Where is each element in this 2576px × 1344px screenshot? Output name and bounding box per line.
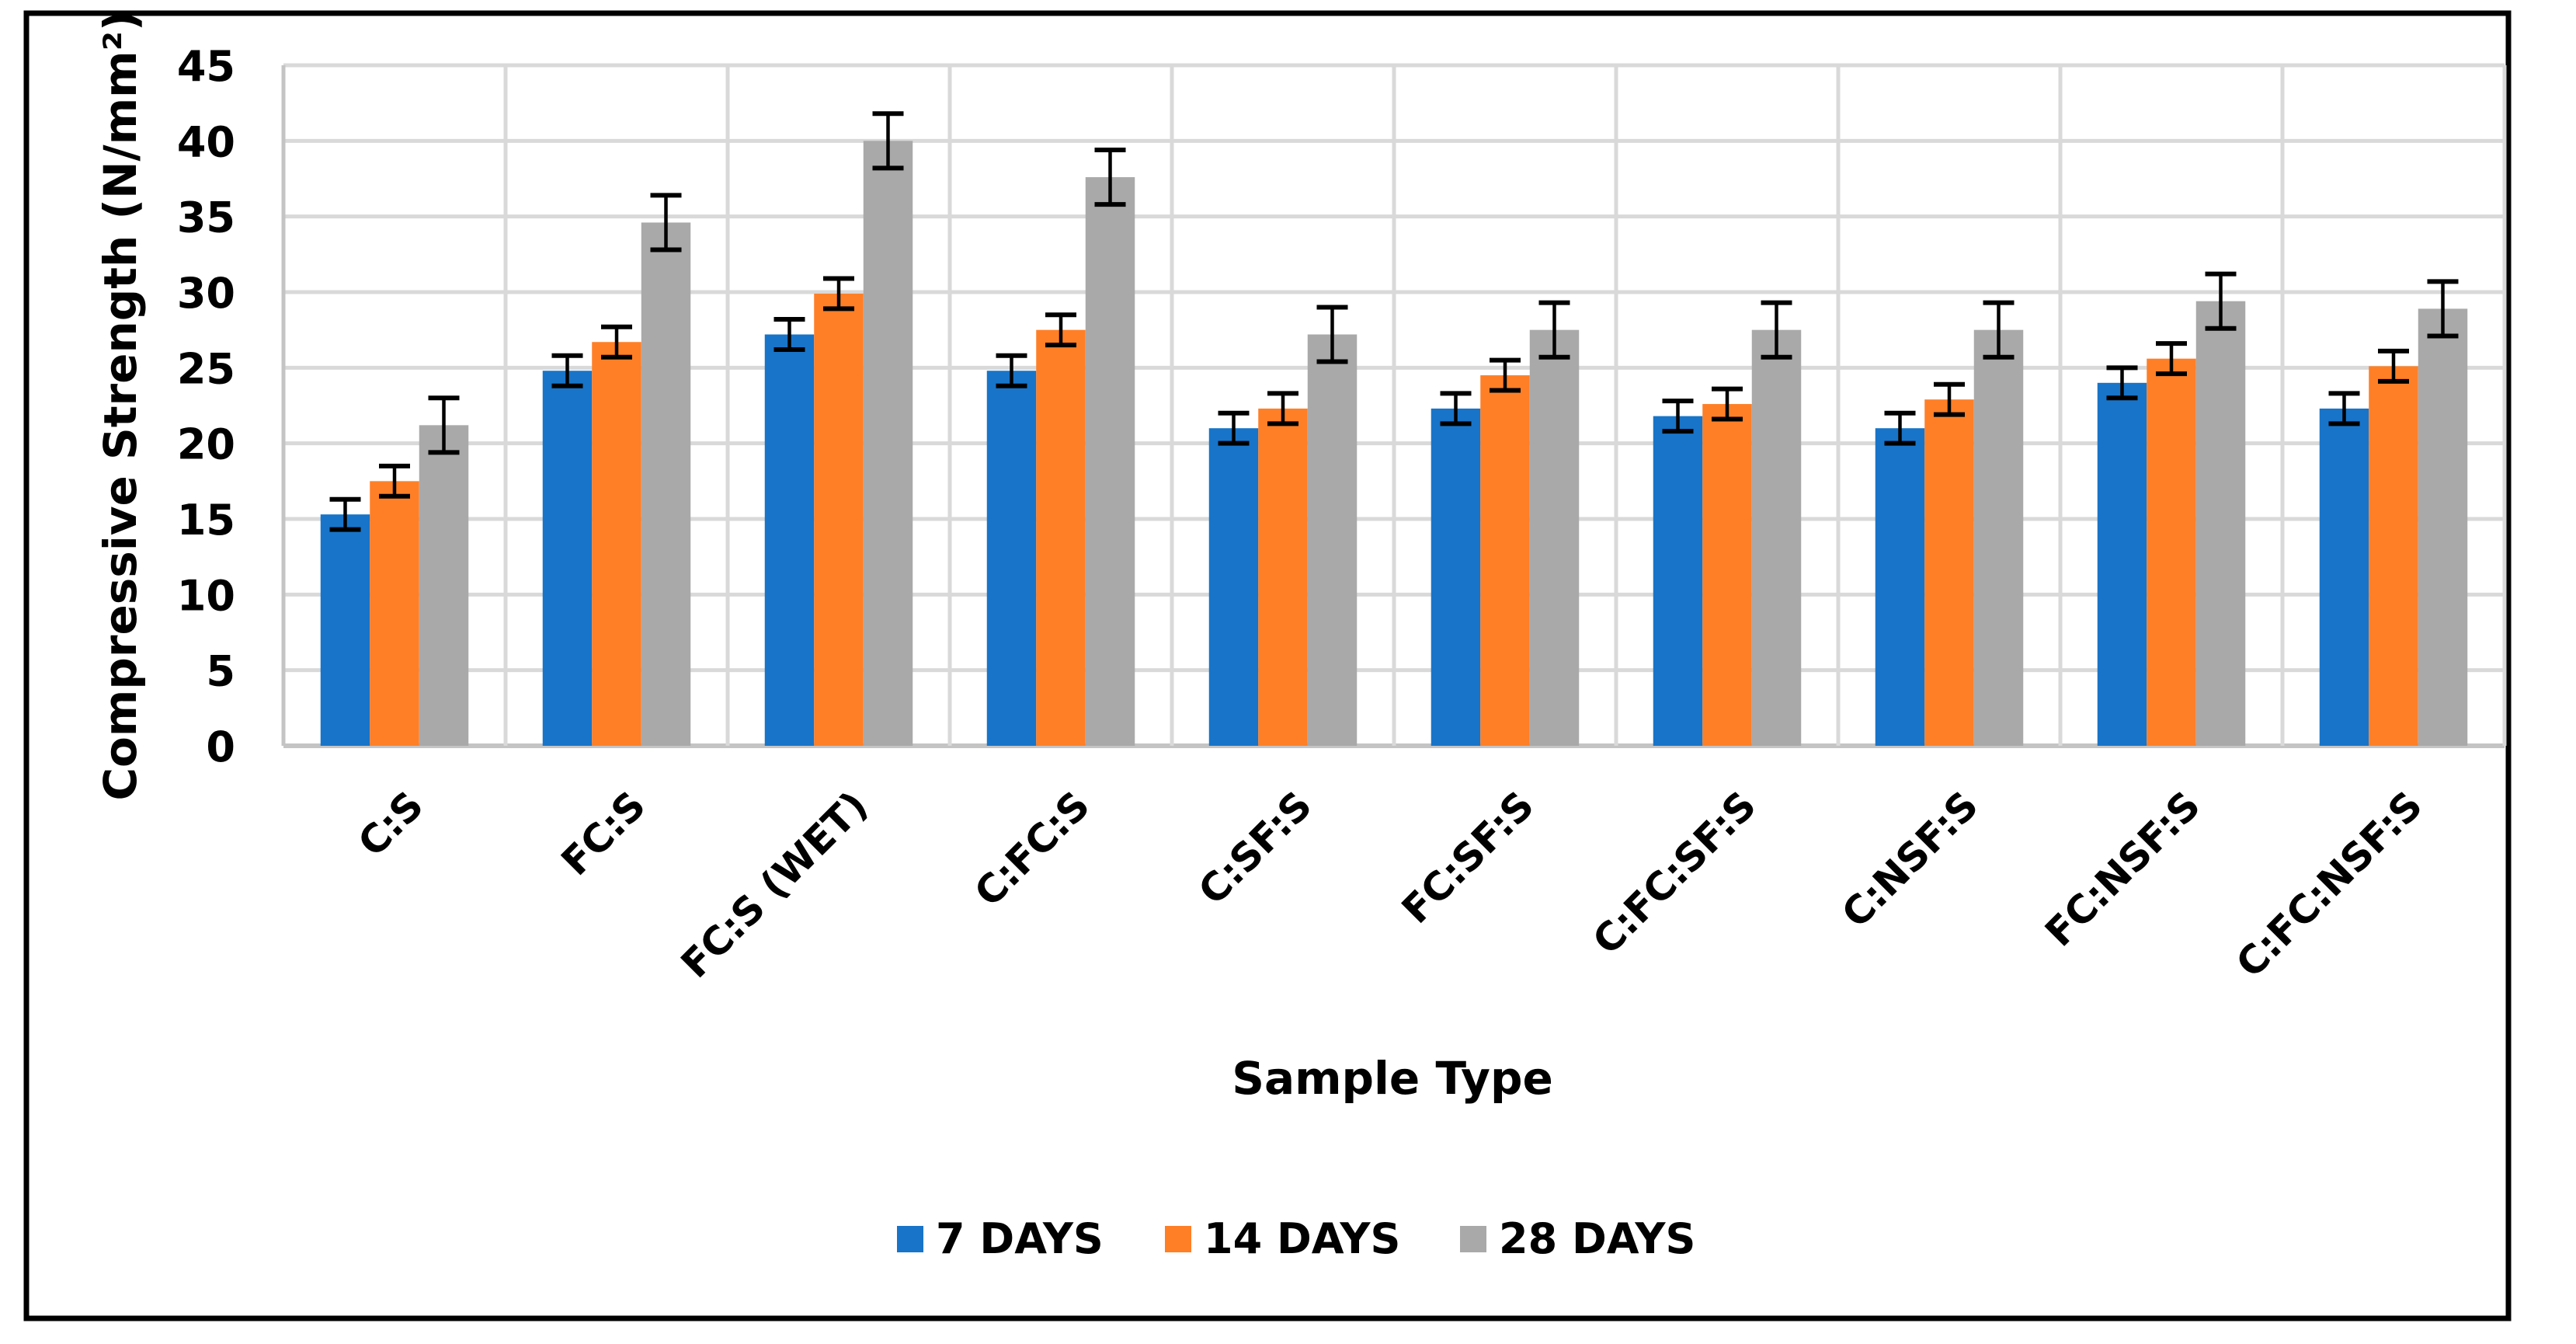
- bar-7-days: [2319, 408, 2369, 746]
- y-tick-label: 40: [177, 117, 235, 166]
- error-bar: [1538, 300, 1570, 360]
- error-bar: [996, 353, 1027, 388]
- x-tick-label: FC:S: [553, 782, 655, 884]
- bar-7-days: [2097, 382, 2147, 746]
- bar-28-days: [1307, 334, 1358, 746]
- error-bar: [650, 193, 682, 252]
- x-tick-label: FC:NSF:S: [2036, 782, 2209, 955]
- y-axis-title: Compressive Strength (N/mm²): [94, 10, 147, 800]
- bar-14-days: [1702, 404, 1752, 746]
- error-bar: [2427, 279, 2459, 339]
- x-tick-label: C:SF:S: [1190, 782, 1320, 913]
- x-tick-label: C:FC:NSF:S: [2227, 782, 2431, 986]
- legend-item: 14 DAYS: [1165, 1214, 1400, 1263]
- x-tick-label: C:FC:SF:S: [1584, 782, 1765, 963]
- error-bar: [2156, 341, 2187, 377]
- error-bar: [1267, 391, 1298, 427]
- error-bar: [872, 111, 904, 171]
- bar-14-days: [370, 481, 419, 746]
- bar-7-days: [1653, 416, 1703, 746]
- legend-label: 28 DAYS: [1499, 1214, 1695, 1263]
- bar-7-days: [1875, 428, 1925, 746]
- error-bar: [551, 353, 583, 388]
- bar-7-days: [986, 371, 1037, 746]
- error-bar: [1316, 305, 1348, 364]
- y-tick-label: 15: [177, 496, 235, 545]
- x-tick-label: C:NSF:S: [1834, 782, 1987, 936]
- y-tick-labels: 0 5 10 15 20 25 30 35 40 45: [177, 42, 235, 771]
- error-bar: [1712, 386, 1743, 422]
- x-tick-label: C:FC:S: [966, 782, 1099, 915]
- y-tick-label: 5: [206, 647, 235, 696]
- legend-item: 28 DAYS: [1460, 1214, 1695, 1263]
- error-bar: [2106, 365, 2138, 401]
- error-bar: [428, 395, 460, 455]
- bars: [320, 141, 2468, 747]
- legend-label: 14 DAYS: [1204, 1214, 1400, 1263]
- error-bar: [1884, 410, 1916, 446]
- bar-28-days: [419, 425, 469, 746]
- x-tick-label: FC:S (WET): [673, 782, 877, 987]
- figure-border: [23, 10, 2512, 1321]
- y-tick-label: 30: [177, 269, 235, 318]
- bar-7-days: [764, 334, 815, 746]
- bar-14-days: [814, 293, 864, 746]
- error-bar: [1440, 391, 1472, 427]
- y-tick-label: 35: [177, 193, 235, 242]
- bar-14-days: [1924, 399, 1974, 746]
- error-bar: [823, 276, 854, 312]
- x-axis-title: Sample Type: [1232, 1052, 1553, 1105]
- bar-28-days: [1973, 329, 2024, 747]
- y-tick-label: 25: [177, 344, 235, 393]
- legend-swatch: [897, 1226, 923, 1252]
- error-bar: [1983, 300, 2015, 360]
- legend: 7 DAYS 14 DAYS 28 DAYS: [897, 1214, 1695, 1263]
- bar-14-days: [592, 342, 641, 746]
- x-tick-label: C:S: [349, 782, 433, 865]
- y-tick-label: 20: [177, 420, 235, 469]
- bar-14-days: [2369, 366, 2418, 746]
- error-bar: [1218, 410, 1250, 446]
- error-bar: [329, 496, 361, 532]
- bar-28-days: [1085, 177, 1135, 746]
- error-bar: [773, 317, 805, 352]
- bar-7-days: [1208, 428, 1259, 746]
- error-bar: [1934, 381, 1965, 417]
- error-bar: [2378, 348, 2409, 384]
- x-tick-labels: C:S FC:S FC:S (WET) C:FC:S C:SF:S FC:SF:S C:FC…: [349, 782, 2432, 987]
- error-bar: [601, 324, 632, 360]
- bar-28-days: [1529, 329, 1580, 747]
- bar-14-days: [2147, 358, 2196, 746]
- error-bars: [329, 111, 2459, 532]
- y-tick-label: 0: [206, 722, 235, 771]
- error-bar: [1045, 312, 1076, 348]
- error-bar: [1490, 357, 1521, 393]
- bar-7-days: [542, 371, 593, 746]
- error-bar: [2205, 271, 2237, 331]
- x-tick-label: FC:SF:S: [1393, 782, 1543, 932]
- bar-28-days: [2195, 301, 2246, 746]
- legend-swatch: [1165, 1226, 1191, 1252]
- legend-swatch: [1460, 1226, 1486, 1252]
- bar-28-days: [641, 222, 691, 746]
- bar-28-days: [863, 141, 913, 747]
- bar-28-days: [1751, 329, 1802, 747]
- bar-7-days: [1431, 408, 1481, 746]
- error-bar: [379, 463, 410, 499]
- error-bar: [2328, 391, 2360, 427]
- bar-7-days: [320, 514, 370, 746]
- y-tick-label: 10: [177, 571, 235, 620]
- legend-label: 7 DAYS: [936, 1214, 1104, 1263]
- error-bar: [1094, 148, 1126, 207]
- bar-14-days: [1480, 375, 1530, 746]
- bar-14-days: [1258, 408, 1308, 746]
- error-bar: [1761, 300, 1792, 360]
- error-bar: [1662, 399, 1694, 434]
- y-tick-label: 45: [177, 42, 235, 91]
- bar-14-days: [1036, 329, 1086, 747]
- bar-28-days: [2418, 308, 2468, 746]
- legend-item: 7 DAYS: [897, 1214, 1104, 1263]
